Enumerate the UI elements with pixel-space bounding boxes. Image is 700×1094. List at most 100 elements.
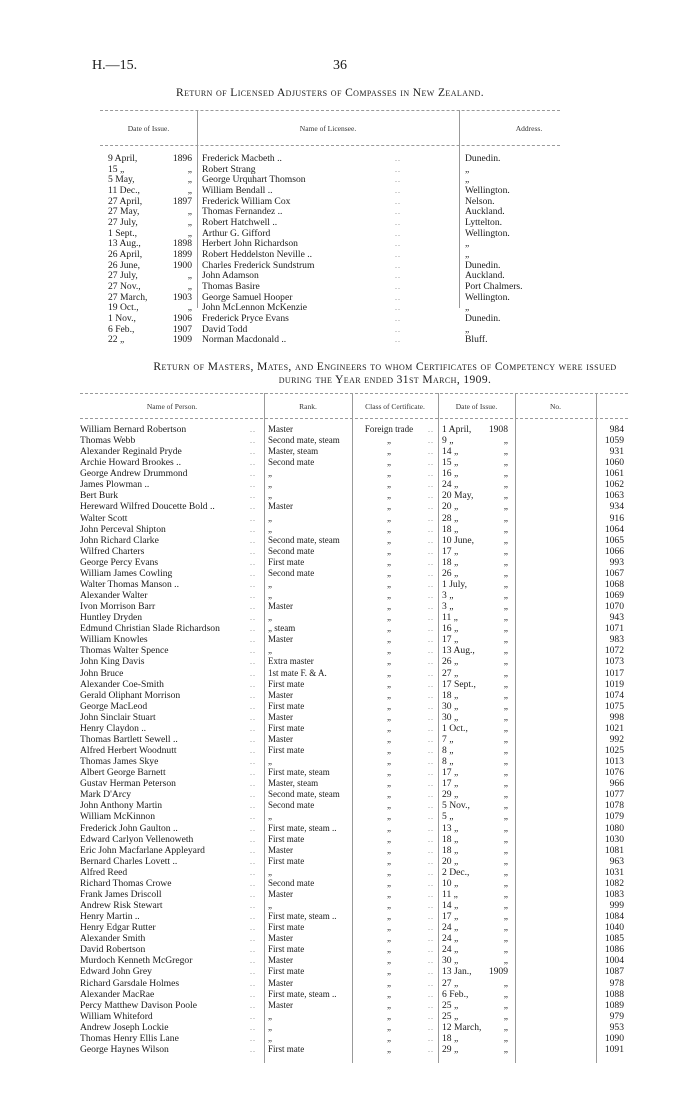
leader-dots: .. xyxy=(395,282,401,292)
rank: „ xyxy=(268,645,272,656)
leader-dots: .. xyxy=(250,757,256,767)
issue-day: 5 Nov., xyxy=(442,800,470,812)
licensee-name: George Urquhart Thomson xyxy=(202,174,306,186)
page-number: 36 xyxy=(333,58,347,73)
rank: Master xyxy=(268,888,293,899)
leader-dots: .. xyxy=(428,978,434,988)
leader-dots: .. xyxy=(250,513,256,523)
rank: First mate xyxy=(268,1043,305,1054)
certificate-class: „ xyxy=(387,833,391,844)
person-name: Andrew Risk Stewart xyxy=(80,900,163,911)
issue-day: 17 „ xyxy=(442,634,459,646)
leader-dots: .. xyxy=(250,458,256,468)
address: Port Chalmers. xyxy=(465,281,523,293)
issue-year: „ xyxy=(187,302,192,314)
issue-year: „ xyxy=(503,512,508,524)
issue-year: 1900 xyxy=(172,259,192,271)
certificate-class: „ xyxy=(387,778,391,789)
issue-year: „ xyxy=(503,733,508,745)
issue-day: 22 „ xyxy=(108,334,125,346)
leader-dots: .. xyxy=(395,303,401,313)
issue-year: „ xyxy=(503,722,508,734)
person-name: George Haynes Wilson xyxy=(80,1043,169,1055)
rank: Master xyxy=(268,977,293,988)
issue-year: „ xyxy=(503,590,508,602)
issue-year: „ xyxy=(503,501,508,513)
leader-dots: .. xyxy=(428,690,434,700)
leader-dots: .. xyxy=(428,568,434,578)
issue-day: 26 April, xyxy=(108,249,143,260)
rank: Second mate, steam xyxy=(268,435,340,446)
issue-day: 13 Aug., xyxy=(442,645,475,657)
address: „ xyxy=(465,163,470,175)
certificate-class: „ xyxy=(387,534,391,545)
leader-dots: .. xyxy=(250,889,256,899)
leader-dots: .. xyxy=(395,335,401,345)
certificate-class: „ xyxy=(387,944,391,955)
certificate-number: 1088 xyxy=(604,988,624,1000)
rank: „ xyxy=(268,811,272,822)
divider xyxy=(100,145,560,146)
leader-dots: .. xyxy=(428,1033,434,1043)
issue-year: „ xyxy=(503,678,508,690)
certificate-number: 963 xyxy=(609,855,624,867)
leader-dots: .. xyxy=(428,646,434,656)
leader-dots: .. xyxy=(395,260,401,270)
column-rule xyxy=(438,393,439,1063)
certificate-number: 1082 xyxy=(604,877,624,889)
issue-day: 18 „ xyxy=(442,844,459,856)
column-header-name: Name of Licensee. xyxy=(299,124,357,133)
issue-year: „ xyxy=(503,490,508,502)
certificate-class: „ xyxy=(387,457,391,468)
issue-year: „ xyxy=(503,457,508,469)
leader-dots: .. xyxy=(428,557,434,567)
issue-year: „ xyxy=(503,888,508,900)
rank: „ xyxy=(268,1021,272,1032)
certificate-class: „ xyxy=(387,479,391,490)
licensee-name: Frederick Macbeth .. xyxy=(202,153,282,164)
person-name: John Anthony Martin xyxy=(80,800,163,812)
issue-day: 17 Sept., xyxy=(442,678,476,690)
rank: Master xyxy=(268,999,293,1010)
leader-dots: .. xyxy=(428,790,434,800)
certificate-number: 1076 xyxy=(604,767,624,779)
rank: „ xyxy=(268,512,272,523)
column-rule xyxy=(264,393,265,1063)
leader-dots: .. xyxy=(395,175,401,185)
leader-dots: .. xyxy=(428,591,434,601)
leader-dots: .. xyxy=(395,207,401,217)
certificate-class: „ xyxy=(387,1010,391,1021)
leader-dots: .. xyxy=(428,425,434,434)
rank: Second mate, steam xyxy=(268,789,340,800)
certificate-class: „ xyxy=(387,756,391,767)
leader-dots: .. xyxy=(250,1011,256,1021)
issue-year: „ xyxy=(503,944,508,956)
leader-dots: .. xyxy=(250,779,256,789)
leader-dots: .. xyxy=(250,591,256,601)
certificate-number: 1069 xyxy=(604,590,624,602)
certificate-class: „ xyxy=(387,578,391,589)
leader-dots: .. xyxy=(250,436,256,446)
certificate-class: „ xyxy=(387,523,391,534)
issue-year: „ xyxy=(503,778,508,790)
person-name: Frank James Driscoll xyxy=(80,888,162,900)
leader-dots: .. xyxy=(250,546,256,556)
leader-dots: .. xyxy=(428,757,434,767)
person-name: William Knowles xyxy=(80,634,148,646)
issue-day: 27 „ xyxy=(442,977,459,989)
certificate-class: „ xyxy=(387,623,391,634)
leader-dots: .. xyxy=(250,856,256,866)
issue-year: 1908 xyxy=(488,424,508,435)
certificate-number: 984 xyxy=(609,424,624,435)
licensee-name: John McLennon McKenzie xyxy=(202,302,307,314)
rank: First mate, steam .. xyxy=(268,911,337,922)
rank: Master xyxy=(268,711,293,722)
issue-year: „ xyxy=(503,800,508,812)
rank: First mate xyxy=(268,556,305,567)
certificate-class: „ xyxy=(387,922,391,933)
certificate-class: „ xyxy=(387,933,391,944)
certificate-number: 1091 xyxy=(604,1043,624,1055)
leader-dots: .. xyxy=(250,679,256,689)
certificate-number: 1075 xyxy=(604,700,624,712)
licensee-name: Frederick William Cox xyxy=(202,195,291,207)
